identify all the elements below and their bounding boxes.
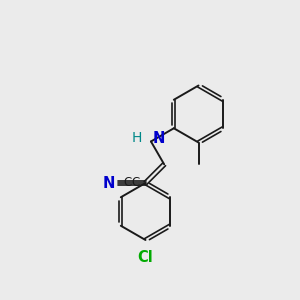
Text: C: C	[132, 176, 140, 190]
Text: N: N	[152, 131, 165, 146]
Text: C: C	[123, 176, 131, 190]
Text: H: H	[132, 131, 142, 146]
Text: N: N	[103, 176, 115, 190]
Text: Cl: Cl	[138, 250, 153, 265]
